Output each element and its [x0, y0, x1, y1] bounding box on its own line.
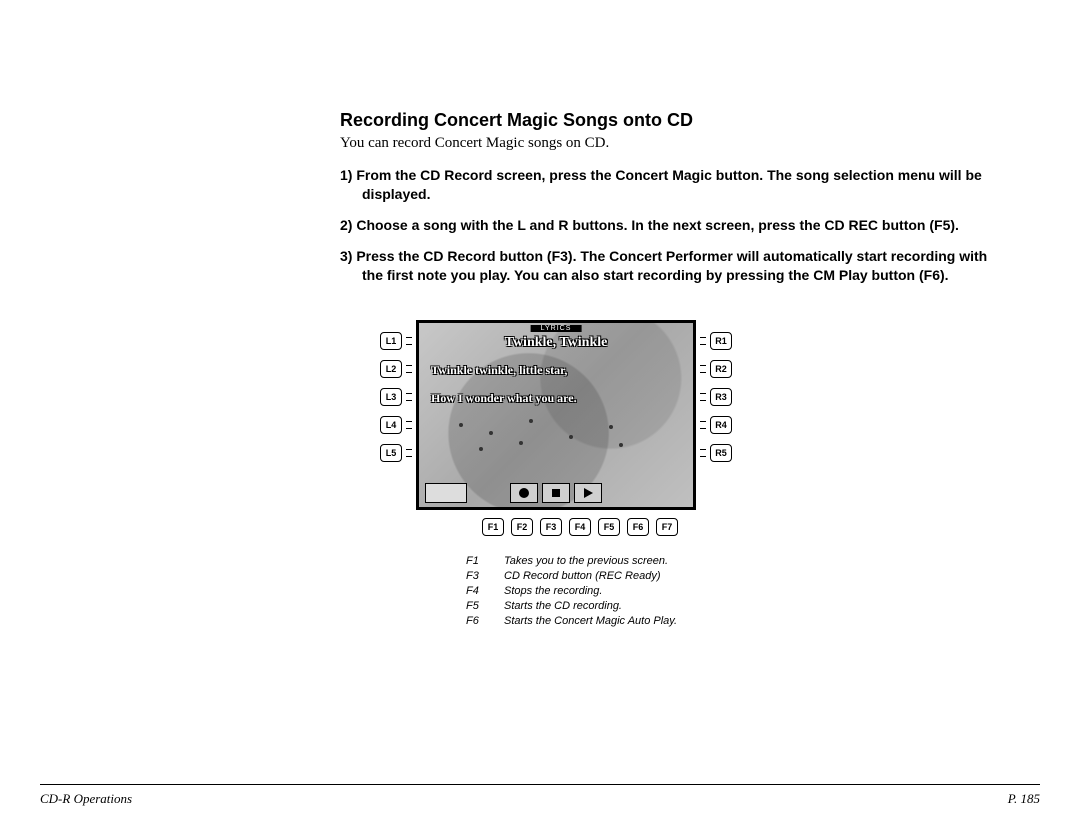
step-number: 1): [340, 167, 352, 183]
legend-desc: CD Record button (REC Ready): [504, 569, 661, 584]
key-legend: F1 Takes you to the previous screen. F3 CD…: [466, 554, 780, 628]
device-diagram: L1 L2 L3 L4 L5 LYRICS Twinkle, Twinkle T…: [380, 320, 780, 628]
legend-key: F5: [466, 599, 486, 614]
key-r3[interactable]: R3: [710, 388, 732, 406]
step-text: Press the CD Record button (F3). The Con…: [356, 248, 987, 283]
lyric-line-2: How I wonder what you are.: [431, 391, 577, 406]
key-r1[interactable]: R1: [710, 332, 732, 350]
key-f3[interactable]: F3: [540, 518, 562, 536]
left-keys: L1 L2 L3 L4 L5: [380, 320, 402, 462]
key-f1[interactable]: F1: [482, 518, 504, 536]
step-item: 1) From the CD Record screen, press the …: [340, 166, 1000, 204]
key-r2[interactable]: R2: [710, 360, 732, 378]
function-keys: F1 F2 F3 F4 F5 F6 F7: [380, 518, 780, 536]
rec-indicator: [425, 483, 467, 503]
key-f5[interactable]: F5: [598, 518, 620, 536]
footer-rule: [40, 784, 1040, 785]
song-title: Twinkle, Twinkle: [419, 335, 693, 351]
legend-row: F4 Stops the recording.: [466, 584, 780, 599]
legend-key: F6: [466, 614, 486, 629]
key-f7[interactable]: F7: [656, 518, 678, 536]
legend-desc: Takes you to the previous screen.: [504, 554, 668, 569]
record-button[interactable]: [510, 483, 538, 503]
key-l2[interactable]: L2: [380, 360, 402, 378]
step-text: From the CD Record screen, press the Con…: [356, 167, 981, 202]
page-title: Recording Concert Magic Songs onto CD: [340, 110, 1000, 131]
legend-key: F4: [466, 584, 486, 599]
key-l4[interactable]: L4: [380, 416, 402, 434]
step-number: 3): [340, 248, 352, 264]
intro-text: You can record Concert Magic songs on CD…: [340, 135, 1000, 152]
legend-key: F3: [466, 569, 486, 584]
legend-row: F1 Takes you to the previous screen.: [466, 554, 780, 569]
step-list: 1) From the CD Record screen, press the …: [340, 166, 1000, 284]
key-l1[interactable]: L1: [380, 332, 402, 350]
key-l5[interactable]: L5: [380, 444, 402, 462]
right-keys: R1 R2 R3 R4 R5: [710, 320, 732, 462]
key-f4[interactable]: F4: [569, 518, 591, 536]
key-l3[interactable]: L3: [380, 388, 402, 406]
music-notes-icon: [419, 413, 693, 479]
key-r5[interactable]: R5: [710, 444, 732, 462]
step-item: 2) Choose a song with the L and R button…: [340, 216, 1000, 235]
legend-row: F5 Starts the CD recording.: [466, 599, 780, 614]
key-f6[interactable]: F6: [627, 518, 649, 536]
legend-desc: Starts the CD recording.: [504, 599, 622, 614]
footer-section: CD-R Operations: [40, 791, 132, 807]
lyric-line-1: Twinkle twinkle, little star,: [431, 363, 567, 378]
legend-row: F3 CD Record button (REC Ready): [466, 569, 780, 584]
legend-desc: Starts the Concert Magic Auto Play.: [504, 614, 677, 629]
lcd-screen: LYRICS Twinkle, Twinkle Twinkle twinkle,…: [416, 320, 696, 510]
step-item: 3) Press the CD Record button (F3). The …: [340, 247, 1000, 285]
stop-button[interactable]: [542, 483, 570, 503]
legend-desc: Stops the recording.: [504, 584, 602, 599]
play-icon: [584, 488, 593, 498]
step-number: 2): [340, 217, 352, 233]
key-f2[interactable]: F2: [511, 518, 533, 536]
stop-icon: [552, 489, 560, 497]
legend-row: F6 Starts the Concert Magic Auto Play.: [466, 614, 780, 629]
page-footer: CD-R Operations P. 185: [40, 791, 1040, 807]
transport-controls: [510, 483, 602, 503]
footer-page-number: P. 185: [1008, 791, 1040, 807]
legend-key: F1: [466, 554, 486, 569]
key-r4[interactable]: R4: [710, 416, 732, 434]
play-button[interactable]: [574, 483, 602, 503]
screen-tab: LYRICS: [531, 325, 582, 332]
record-icon: [519, 488, 529, 498]
step-text: Choose a song with the L and R buttons. …: [356, 217, 959, 233]
